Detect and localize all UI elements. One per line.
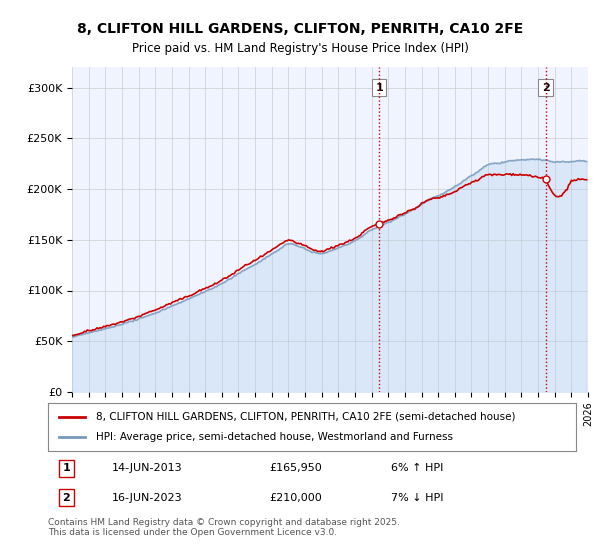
Text: £210,000: £210,000: [270, 493, 323, 503]
Text: 6% ↑ HPI: 6% ↑ HPI: [391, 463, 443, 473]
Text: Contains HM Land Registry data © Crown copyright and database right 2025.
This d: Contains HM Land Registry data © Crown c…: [48, 518, 400, 538]
Text: 14-JUN-2013: 14-JUN-2013: [112, 463, 182, 473]
Text: HPI: Average price, semi-detached house, Westmorland and Furness: HPI: Average price, semi-detached house,…: [95, 432, 452, 442]
Text: 1: 1: [375, 82, 383, 92]
Text: Price paid vs. HM Land Registry's House Price Index (HPI): Price paid vs. HM Land Registry's House …: [131, 42, 469, 55]
Text: 8, CLIFTON HILL GARDENS, CLIFTON, PENRITH, CA10 2FE (semi-detached house): 8, CLIFTON HILL GARDENS, CLIFTON, PENRIT…: [95, 412, 515, 422]
Text: 2: 2: [542, 82, 550, 92]
Text: 7% ↓ HPI: 7% ↓ HPI: [391, 493, 444, 503]
Text: 16-JUN-2023: 16-JUN-2023: [112, 493, 182, 503]
Text: 1: 1: [62, 463, 70, 473]
Text: £165,950: £165,950: [270, 463, 323, 473]
Text: 8, CLIFTON HILL GARDENS, CLIFTON, PENRITH, CA10 2FE: 8, CLIFTON HILL GARDENS, CLIFTON, PENRIT…: [77, 22, 523, 36]
Text: 2: 2: [62, 493, 70, 503]
